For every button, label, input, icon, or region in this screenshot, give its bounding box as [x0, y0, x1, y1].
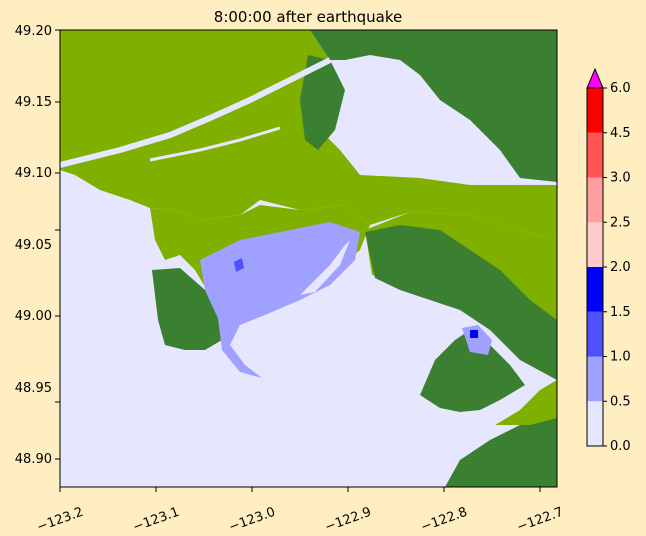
y-tick-label: 49.00 [15, 309, 52, 324]
ridge [300, 240, 350, 295]
river-branch [149, 126, 281, 162]
colorbar-band [587, 311, 603, 357]
colorbar-band [587, 267, 603, 312]
colorbar-tick-label: 3.0 [610, 171, 631, 186]
y-tick-label: 49.10 [15, 166, 52, 181]
y-tick-label: 49.15 [15, 95, 52, 110]
colorbar: 0.0 0.5 1.0 1.5 2.0 2.5 3.0 4.5 6.0 [586, 67, 631, 454]
semiahmoo-deep [470, 330, 478, 338]
colorbar-band [587, 401, 603, 446]
x-tick-label: −122.7 [515, 505, 565, 536]
x-axis: −123.2 −123.1 −123.0 −122.9 −122.8 −122.… [35, 487, 565, 535]
y-tick-label: 48.95 [15, 381, 52, 396]
map-area [60, 30, 557, 487]
x-tick-label: −123.1 [131, 505, 181, 536]
semiahmoo-spit [462, 325, 492, 355]
northeast-upland-lobe [300, 55, 345, 150]
colorbar-tick-label: 1.5 [610, 305, 631, 320]
x-tick-label: −122.8 [419, 505, 469, 536]
flood-deep-spot [234, 258, 244, 272]
colorbar-tick-label: 6.0 [610, 81, 631, 96]
x-tick-label: −123.0 [227, 505, 277, 536]
colorbar-overflow-triangle [586, 67, 604, 89]
colorbar-tick-label: 2.5 [610, 215, 631, 230]
colorbar-band [587, 356, 603, 402]
colorbar-band [587, 88, 603, 133]
northeast-upland [310, 30, 557, 182]
x-tick-label: −123.2 [35, 505, 85, 536]
southeast-lowland [495, 380, 557, 425]
chart-title: 8:00:00 after earthquake [214, 8, 402, 26]
colorbar-band [587, 177, 603, 223]
colorbar-tick-label: 0.0 [610, 439, 631, 454]
colorbar-band [587, 132, 603, 178]
colorbar-band [587, 222, 603, 267]
east-upland [365, 225, 557, 380]
colorbar-tick-label: 1.0 [610, 350, 631, 365]
colorbar-tick-label: 4.5 [610, 126, 631, 141]
semiahmoo-upland [420, 330, 525, 412]
x-tick-label: −122.9 [323, 505, 373, 536]
point-roberts-upland [152, 268, 222, 350]
colorbar-tick-label: 2.0 [610, 260, 631, 275]
map-frame [59, 29, 558, 488]
colorbar-tick-label: 0.5 [610, 394, 631, 409]
y-tick-label: 49.05 [15, 238, 52, 253]
fraser-river [60, 57, 332, 168]
southeast-upland [445, 415, 557, 487]
y-tick-label: 48.90 [15, 452, 52, 467]
y-tick-label: 49.20 [15, 24, 52, 39]
y-axis: 48.90 48.95 49.00 49.05 49.10 49.15 49.2… [15, 24, 60, 467]
